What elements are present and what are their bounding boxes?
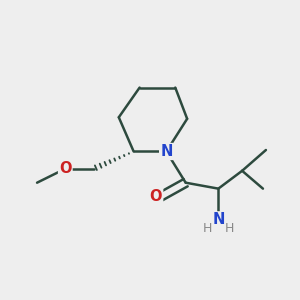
Text: N: N (160, 144, 172, 159)
Text: H: H (202, 222, 212, 235)
Text: H: H (225, 222, 234, 235)
Text: N: N (212, 212, 224, 227)
Text: O: O (59, 161, 71, 176)
Text: O: O (150, 189, 162, 204)
